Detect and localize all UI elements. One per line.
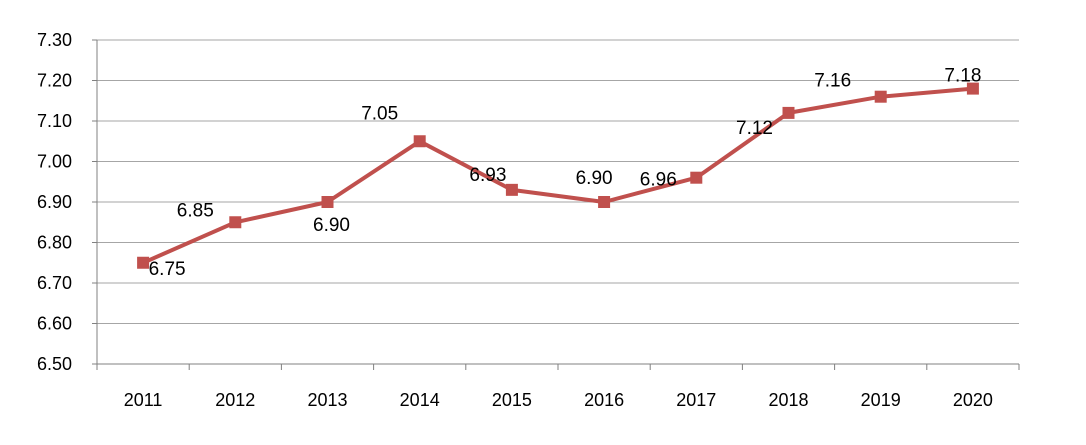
data-point <box>505 183 518 196</box>
x-axis-ticks: 2011 2012 2013 2014 2015 2016 2017 2018 2019 2020 <box>124 390 993 410</box>
x-tick-label: 2018 <box>768 390 808 410</box>
y-tick-label: 6.50 <box>37 354 72 374</box>
y-tick-label: 6.60 <box>37 314 72 334</box>
data-point <box>874 90 887 103</box>
data-label: 6.96 <box>640 170 677 191</box>
data-point <box>321 196 334 208</box>
y-tick-label: 7.00 <box>37 152 72 172</box>
series-line-group <box>142 86 974 265</box>
data-label: 7.05 <box>361 103 398 124</box>
y-axis-ticks: 6.50 6.60 6.70 6.80 6.90 7.00 7.10 7.20 7.30 <box>37 30 72 374</box>
data-point <box>137 256 150 269</box>
series-line <box>142 86 974 265</box>
data-label: 6.85 <box>177 200 214 221</box>
data-label: 6.90 <box>313 215 350 236</box>
data-label: 7.16 <box>814 71 851 92</box>
data-point <box>413 135 426 148</box>
data-label: 6.90 <box>576 168 613 189</box>
x-tick-label: 2013 <box>307 390 347 410</box>
x-tick-label: 2020 <box>953 390 993 410</box>
x-tick-label: 2019 <box>861 390 901 410</box>
data-point <box>782 106 795 119</box>
data-label: 7.18 <box>944 66 981 87</box>
x-tick-label: 2016 <box>584 390 624 410</box>
data-point <box>966 82 979 95</box>
x-tick-label: 2017 <box>676 390 716 410</box>
data-label: 7.12 <box>736 118 773 139</box>
data-point <box>229 216 242 229</box>
data-point <box>598 196 611 208</box>
data-label: 6.75 <box>149 259 186 280</box>
y-tick-label: 6.80 <box>37 233 72 253</box>
x-tick-label: 2015 <box>492 390 532 410</box>
data-labels: 6.75 6.85 6.90 7.05 6.93 6.90 6.96 7.12 7.16 7.18 <box>149 66 982 280</box>
y-tick-label: 7.10 <box>37 111 72 131</box>
y-tick-label: 7.30 <box>37 30 72 50</box>
axes <box>92 39 1020 370</box>
series-markers <box>137 82 979 269</box>
data-point <box>690 171 703 184</box>
x-tick-label: 2014 <box>400 390 440 410</box>
y-tick-label: 7.20 <box>37 71 72 91</box>
x-tick-label: 2011 <box>124 390 163 410</box>
y-tick-label: 6.90 <box>37 192 72 212</box>
y-tick-label: 6.70 <box>37 273 72 293</box>
x-tick-label: 2012 <box>215 390 255 410</box>
data-label: 6.93 <box>469 165 506 186</box>
grid-lines <box>97 39 1019 324</box>
